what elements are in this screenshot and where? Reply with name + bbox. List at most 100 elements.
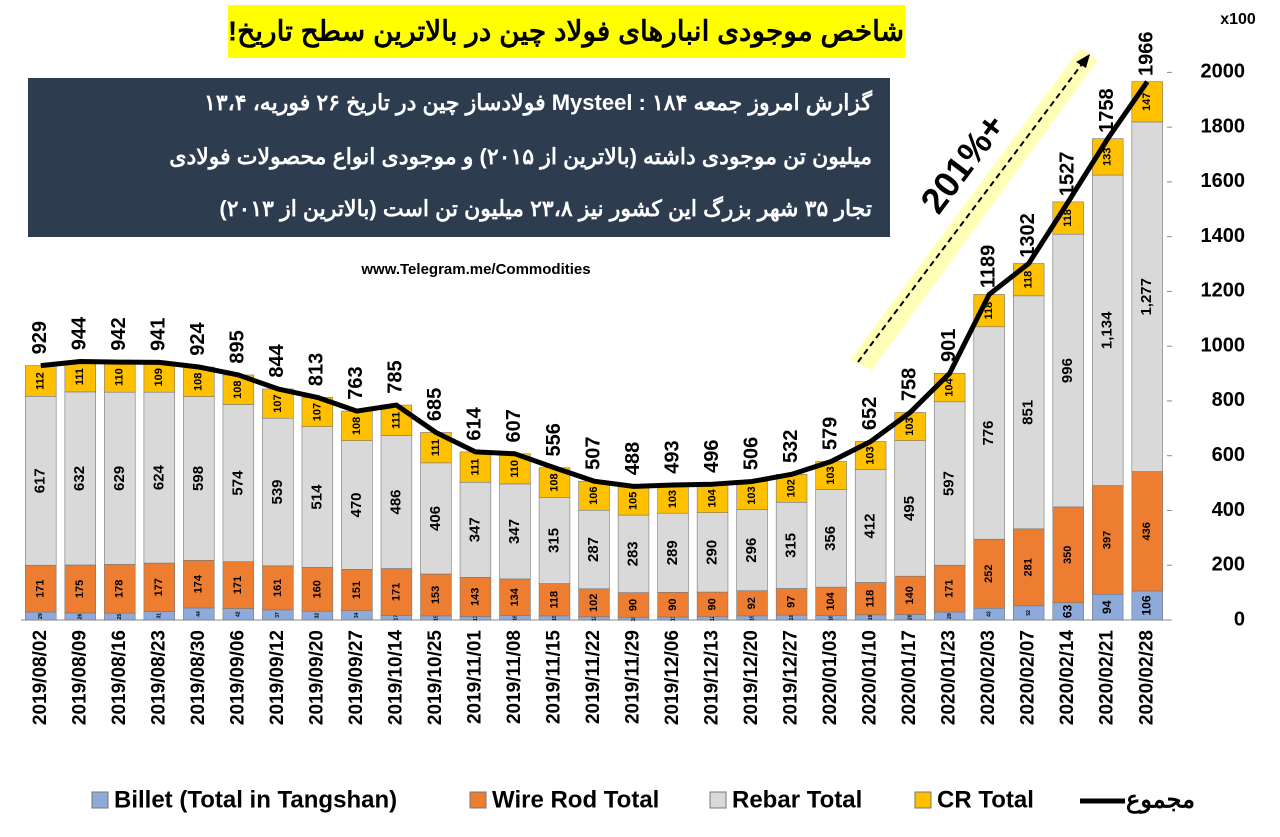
segment-label: 356 [822,526,839,551]
segment-label: 110 [114,368,126,386]
segment-label: 111 [469,459,481,476]
x-tick-label: 2020/02/03 [978,630,999,725]
segment-label: 103 [904,417,916,435]
legend-swatch [469,791,487,809]
total-label: 532 [780,430,802,463]
total-label: 1302 [1017,213,1039,258]
segment-label: 15 [749,615,755,621]
segment-label: 1,277 [1138,278,1155,316]
segment-label: 104 [706,488,718,507]
segment-label: 12 [710,615,716,621]
x-tick-label: 2019/08/30 [188,630,209,725]
legend-label: مجموع [1126,786,1195,814]
bar-segment [696,512,729,593]
segment-label: 108 [232,381,244,399]
segment-label: 103 [865,446,877,464]
segment-label: 776 [980,420,997,445]
bar-segment [262,417,294,567]
total-label: 942 [108,317,130,350]
segment-label: 11 [670,616,676,622]
bar-segment [1092,485,1124,595]
segment-label: 315 [783,533,800,558]
bar-segment [420,573,452,617]
total-label: 924 [187,321,209,355]
segment-label: 15 [552,615,558,621]
title-box [228,5,905,58]
segment-label: 10 [631,616,637,622]
legend-swatch [91,791,109,809]
x-tick-label: 2019/10/25 [425,630,446,726]
segment-label: 13 [473,615,479,621]
bar-segment [1131,121,1163,472]
segment-label: 26 [78,613,84,619]
bar-segment [933,401,966,566]
bar-segment [341,569,373,611]
segment-label: 97 [785,596,797,608]
x-tick-label: 2019/11/22 [583,630,604,724]
segment-label: 470 [348,492,365,517]
legend-label: CR Total [937,786,1034,813]
segment-label: 52 [1026,610,1032,616]
segment-label: 103 [746,486,758,504]
bar-segment [657,592,689,618]
bar-segment [894,575,926,615]
total-label: 496 [701,440,723,473]
segment-label: 290 [704,540,721,565]
total-label: 1527 [1056,152,1078,197]
segment-label: 107 [311,403,323,421]
total-label: 895 [227,330,249,363]
y-tick-label: 1600 [1201,170,1246,192]
x-tick-label: 2019/12/06 [662,630,683,725]
segment-label: 171 [35,579,47,597]
total-label: 556 [543,423,565,456]
segment-label: 160 [311,580,323,598]
bar-segment [222,404,255,562]
segment-label: 347 [506,519,523,544]
bar-segment [775,588,808,616]
segment-label: 44 [196,611,202,617]
bar-segment [696,483,729,513]
segment-label: 15 [433,615,439,621]
segment-label: 629 [111,466,128,491]
segment-label: 105 [627,492,639,510]
bar-segment [143,362,176,393]
segment-label: 31 [157,613,163,619]
segment-label: 43 [987,611,993,617]
segment-label: 19 [868,614,874,620]
segment-label: 111 [430,439,442,456]
bar-segment [222,561,255,609]
x-tick-label: 2019/08/16 [109,630,130,725]
segment-label: 109 [153,368,165,386]
segment-label: 111 [74,368,86,385]
segment-label: 90 [627,599,639,611]
segment-label: 12 [591,615,597,621]
total-label: 1189 [977,245,999,288]
segment-label: 283 [624,541,641,566]
bar-segment [894,440,926,577]
total-label: 493 [661,440,683,473]
segment-label: 153 [430,586,442,604]
segment-label: 107 [272,394,284,412]
x-tick-label: 2019/11/01 [464,630,485,724]
bar-segment [301,567,334,612]
total-label: 507 [582,436,604,469]
segment-label: 112 [35,372,47,390]
total-label: 813 [306,353,328,386]
segment-label: 108 [548,473,560,491]
segment-label: 178 [114,580,126,598]
segment-label: 42 [236,611,242,617]
total-label: 685 [424,388,446,421]
segment-label: 17 [394,615,400,621]
segment-label: 161 [272,579,284,597]
bar-segment [578,509,610,590]
bar-segment [143,562,176,612]
segment-label: 315 [545,528,562,553]
bar-segment [815,489,847,588]
x-tick-label: 2020/01/03 [820,630,841,725]
segment-label: 147 [1141,93,1153,111]
segment-label: 412 [862,514,879,539]
segment-label: 436 [1141,522,1153,540]
bar-segment [933,564,966,613]
bar-segment [143,391,176,564]
bar-segment [657,512,689,593]
